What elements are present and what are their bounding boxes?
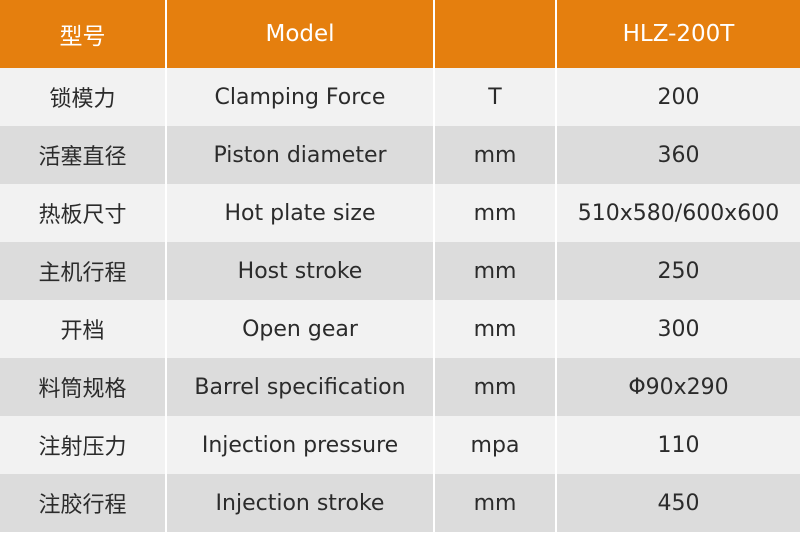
- header-row: 型号 Model HLZ-200T: [0, 0, 800, 68]
- cell-value: 360: [555, 126, 800, 184]
- cell-cn: 注胶行程: [0, 474, 166, 532]
- cell-value: 250: [555, 242, 800, 300]
- table-row: 锁模力 Clamping Force T 200: [0, 68, 800, 126]
- cell-en: Clamping Force: [165, 68, 434, 126]
- header-cn: 型号: [0, 0, 166, 68]
- cell-en: Hot plate size: [165, 184, 434, 242]
- cell-en: Barrel specification: [165, 358, 434, 416]
- cell-unit: mm: [433, 184, 556, 242]
- cell-value: 510x580/600x600: [555, 184, 800, 242]
- cell-unit: T: [433, 68, 556, 126]
- header-model-value: HLZ-200T: [555, 0, 800, 68]
- cell-cn: 注射压力: [0, 416, 166, 474]
- cell-unit: mm: [433, 126, 556, 184]
- header-model: Model: [165, 0, 434, 68]
- cell-en: Piston diameter: [165, 126, 434, 184]
- table-row: 热板尺寸 Hot plate size mm 510x580/600x600: [0, 184, 800, 242]
- table-row: 主机行程 Host stroke mm 250: [0, 242, 800, 300]
- table-row: 活塞直径 Piston diameter mm 360: [0, 126, 800, 184]
- table-row: 料筒规格 Barrel specification mm Φ90x290: [0, 358, 800, 416]
- cell-cn: 开档: [0, 300, 166, 358]
- table-row: 注胶行程 Injection stroke mm 450: [0, 474, 800, 532]
- cell-unit: mm: [433, 474, 556, 532]
- cell-unit: mm: [433, 358, 556, 416]
- cell-en: Injection stroke: [165, 474, 434, 532]
- cell-cn: 热板尺寸: [0, 184, 166, 242]
- cell-unit: mm: [433, 242, 556, 300]
- cell-value: 110: [555, 416, 800, 474]
- cell-cn: 主机行程: [0, 242, 166, 300]
- cell-cn: 料筒规格: [0, 358, 166, 416]
- cell-value: 200: [555, 68, 800, 126]
- cell-unit: mpa: [433, 416, 556, 474]
- header-unit: [433, 0, 556, 68]
- cell-en: Open gear: [165, 300, 434, 358]
- cell-en: Host stroke: [165, 242, 434, 300]
- cell-en: Injection pressure: [165, 416, 434, 474]
- cell-cn: 锁模力: [0, 68, 166, 126]
- cell-value: 300: [555, 300, 800, 358]
- cell-cn: 活塞直径: [0, 126, 166, 184]
- cell-unit: mm: [433, 300, 556, 358]
- cell-value: Φ90x290: [555, 358, 800, 416]
- table-row: 开档 Open gear mm 300: [0, 300, 800, 358]
- table-row: 注射压力 Injection pressure mpa 110: [0, 416, 800, 474]
- cell-value: 450: [555, 474, 800, 532]
